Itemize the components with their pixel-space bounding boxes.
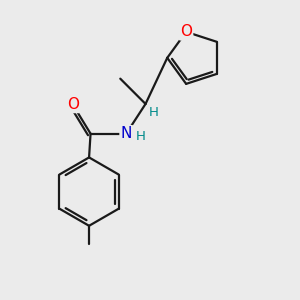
Text: N: N xyxy=(121,126,132,141)
Text: O: O xyxy=(67,97,79,112)
Text: H: H xyxy=(136,130,146,142)
Text: H: H xyxy=(149,106,159,119)
Text: O: O xyxy=(180,24,192,39)
